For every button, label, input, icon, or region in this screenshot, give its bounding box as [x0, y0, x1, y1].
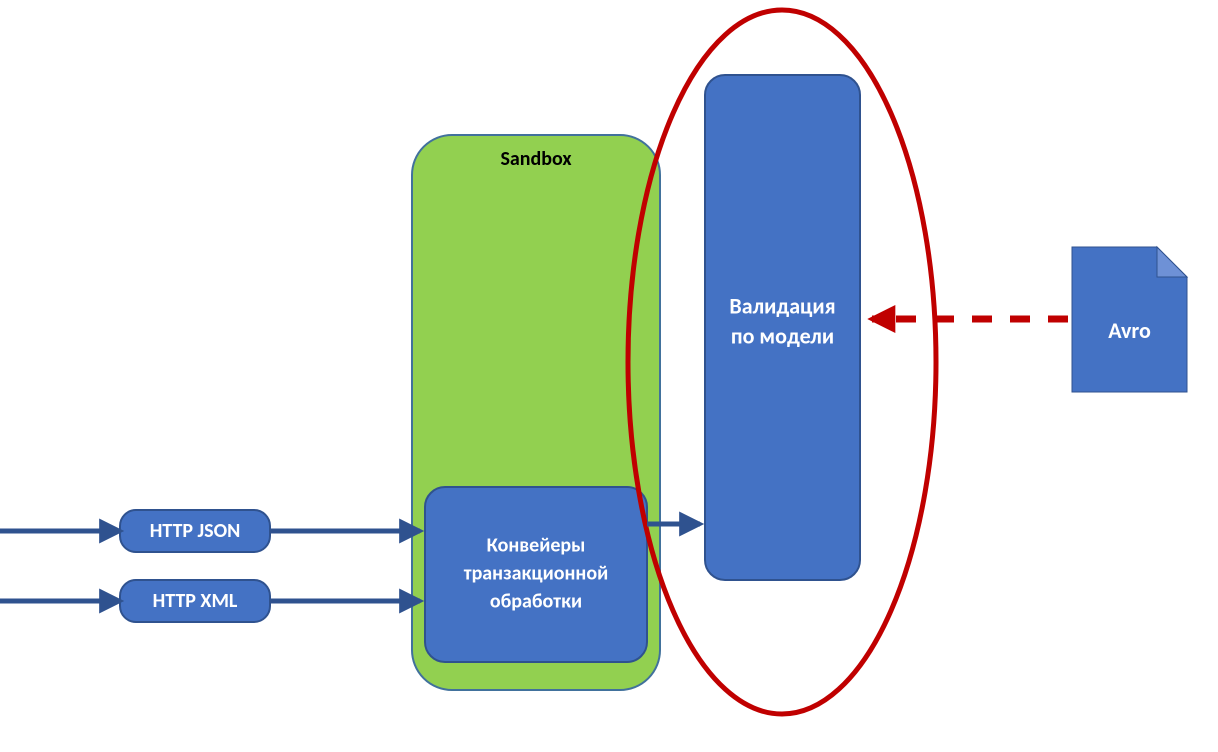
- avro-doc-fold: [1157, 247, 1187, 277]
- validation-label-2: по модели: [731, 322, 834, 349]
- http-xml-label: HTTP XML: [153, 589, 238, 613]
- validation-label-1: Валидация: [729, 292, 835, 319]
- http-json-label: HTTP JSON: [150, 519, 241, 543]
- sandbox-label: Sandbox: [500, 147, 572, 171]
- pipeline-label-1: Конвейеры: [487, 533, 586, 557]
- pipeline-label-3: обработки: [490, 589, 582, 613]
- avro-label: Avro: [1108, 317, 1151, 344]
- pipeline-label-2: транзакционной: [464, 561, 608, 585]
